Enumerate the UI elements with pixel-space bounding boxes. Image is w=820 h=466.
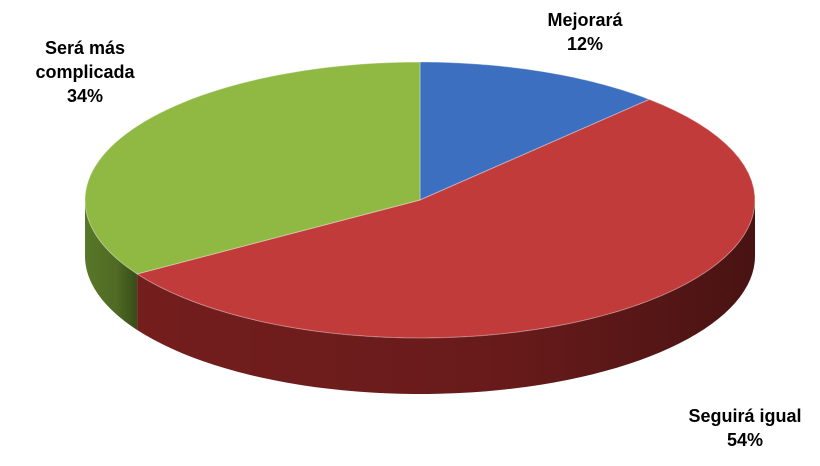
category-label: Mejorará xyxy=(547,10,623,30)
category-label: Será más complicada xyxy=(35,38,135,82)
category-label: Seguirá igual xyxy=(688,406,802,426)
wedge xyxy=(84,61,421,275)
slice-label: Será más complicada 34% xyxy=(0,36,175,108)
wedge xyxy=(135,98,756,339)
slice-label: Seguirá igual 54% xyxy=(655,404,820,452)
slice-label: Mejorará 12% xyxy=(495,8,675,56)
value-label: 34% xyxy=(66,86,104,106)
value-label: 12% xyxy=(566,34,604,54)
wedge xyxy=(419,61,651,201)
wedge-side-shade xyxy=(85,200,138,330)
value-label: 54% xyxy=(726,430,764,450)
wedge-side-shade xyxy=(137,200,755,394)
